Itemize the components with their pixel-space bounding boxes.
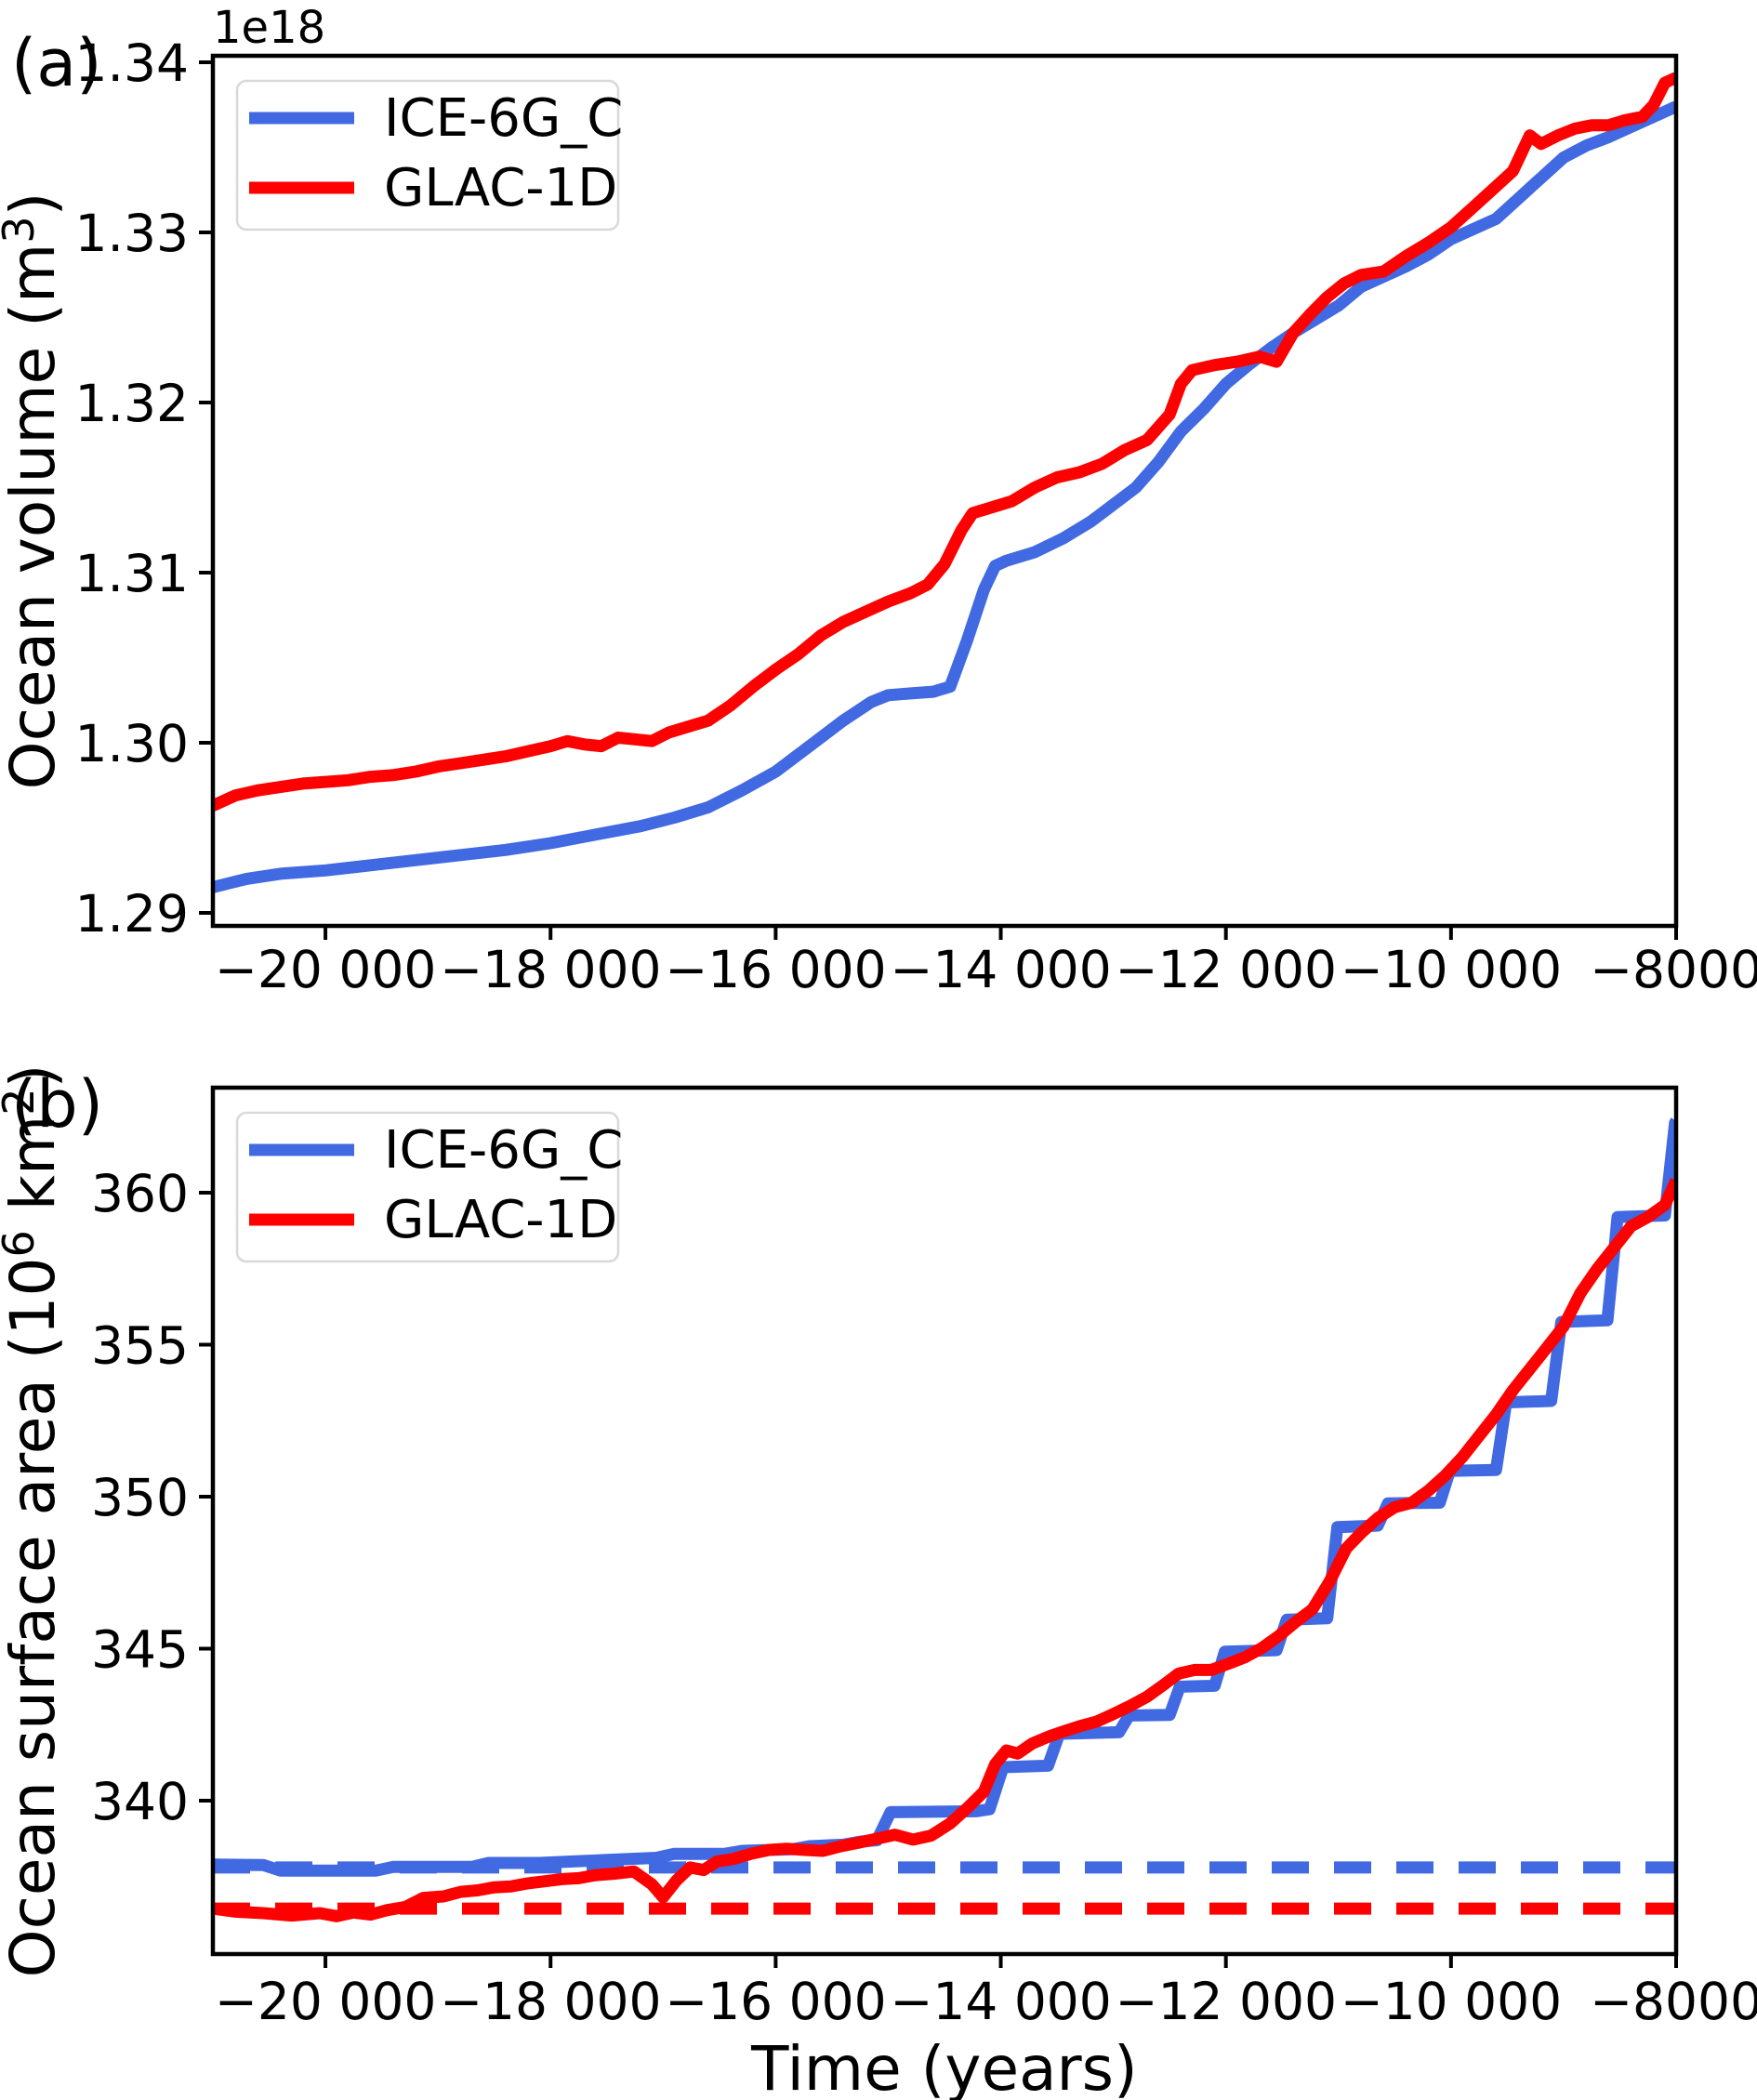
x-tick-label: −8000 [1590,1972,1757,2031]
y-tick-label: 1.29 [75,884,189,944]
x-tick-label: −14 000 [890,1972,1112,2031]
y-tick-label: 1.34 [75,33,189,93]
y-tick-label: 355 [91,1316,189,1376]
x-tick-label: −8000 [1590,940,1757,999]
x-tick-label: −12 000 [1115,940,1337,999]
y-tick-label: 345 [91,1620,189,1680]
series-ice-6g-c [213,100,1676,893]
y-tick-label: 1.32 [75,374,189,433]
x-tick-label: −20 000 [215,940,437,999]
x-tick-label: −10 000 [1341,940,1563,999]
x-tick-label: −18 000 [440,940,662,999]
panel-b-axes-frame [210,1085,1679,1957]
y-tick-label: 1.30 [75,714,189,773]
panel-a-series [213,72,1676,893]
panel-a-offset-text: 1e18 [213,2,325,54]
y-tick-label: 1.31 [75,544,189,603]
series-glac-1d [213,72,1676,812]
panel-b: (b) Ocean surface area (106 km2) Time (y… [0,1064,1757,2100]
panel-b-ylabel: Ocean surface area (106 km2) [0,1064,69,1978]
panel-b-letter: (b) [11,1066,103,1142]
x-tick-label: −16 000 [665,940,887,999]
panel-b-legend: ICE-6G_C GLAC-1D [235,1111,623,1263]
y-tick-label: 350 [91,1468,189,1527]
panel-b-xlabel: Time (years) [750,2033,1138,2100]
series-glac-1d [213,1178,1676,1922]
y-tick-label: 1.33 [75,204,189,263]
x-tick-label: −14 000 [890,940,1112,999]
legend-label: GLAC-1D [384,1190,617,1250]
x-tick-label: −10 000 [1341,1972,1563,2031]
y-tick-label: 340 [91,1772,189,1831]
panel-b-ticks: −20 000 −18 000 −16 000 −14 000 −12 000 −10 0… [91,1164,1757,2031]
x-tick-label: −12 000 [1115,1972,1337,2031]
panel-a-axes-frame [210,53,1679,929]
panel-a-ticks: −20 000 −18 000 −16 000 −14 000 −12 000 −10 0… [75,33,1757,999]
series-ice-6g-c [213,1116,1676,1877]
x-tick-label: −20 000 [215,1972,437,2031]
legend-label: ICE-6G_C [384,1120,623,1181]
panel-b-series [213,1116,1676,1922]
legend-label: GLAC-1D [384,158,617,218]
x-tick-label: −18 000 [440,1972,662,2031]
panel-a-letter: (a) [11,25,102,101]
legend-label: ICE-6G_C [384,88,623,149]
panel-a: (a) 1e18 Ocean volume (m3) −20 000−18 00… [0,2,1757,999]
x-tick-label: −16 000 [665,1972,887,2031]
y-tick-label: 360 [91,1164,189,1223]
panel-a-legend: ICE-6G_C GLAC-1D [235,79,623,231]
panel-a-ylabel: Ocean volume (m3) [0,192,69,790]
